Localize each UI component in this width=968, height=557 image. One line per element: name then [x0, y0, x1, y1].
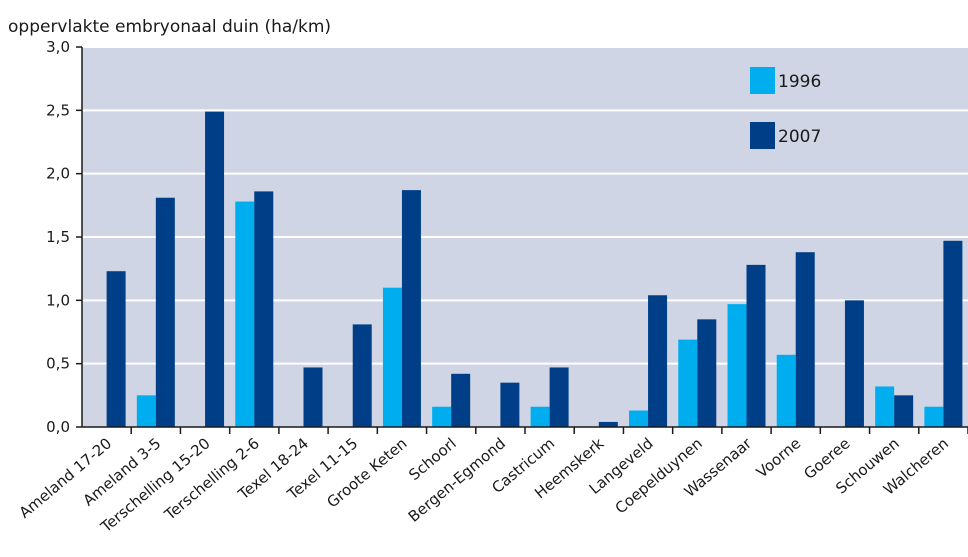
bar-2007 [500, 382, 520, 427]
legend-label: 2007 [778, 127, 821, 147]
x-tick-label: Voorne [753, 434, 804, 481]
y-tick-label: 0,5 [46, 355, 70, 373]
bar-2007 [598, 421, 618, 427]
bar-2007 [205, 111, 225, 427]
bar-2007 [401, 190, 421, 427]
bar-2007 [648, 295, 668, 427]
bar-2007 [746, 264, 766, 427]
bar-2007 [549, 367, 569, 427]
bar-1996 [629, 410, 649, 427]
bar-1996 [382, 287, 402, 427]
y-tick-label: 1,0 [46, 291, 70, 309]
bar-2007 [155, 197, 175, 427]
y-tick-label: 2,0 [46, 165, 70, 183]
bar-2007 [697, 319, 717, 427]
bar-2007 [894, 395, 914, 427]
bar-2007 [303, 367, 323, 427]
y-tick-label: 1,5 [46, 228, 70, 246]
legend-swatch [750, 122, 775, 149]
x-tick-label: Coepelduynen [612, 434, 706, 517]
bar-1996 [432, 406, 452, 427]
bar-1996 [776, 354, 796, 427]
bar-2007 [106, 271, 126, 427]
legend: 1996 2007 [750, 67, 821, 149]
y-tick-label: 3,0 [46, 38, 70, 56]
y-tick-label: 0,0 [46, 418, 70, 436]
legend-label: 1996 [778, 72, 821, 92]
bar-1996 [875, 386, 895, 427]
bar-1996 [727, 304, 747, 427]
bar-2007 [795, 252, 815, 427]
bar-2007 [352, 324, 372, 427]
bar-1996 [136, 395, 156, 427]
y-tick-label: 2,5 [46, 101, 70, 119]
bar-2007 [451, 373, 471, 427]
y-axis-label: oppervlakte embryonaal duin (ha/km) [8, 17, 331, 37]
bar-1996 [924, 406, 944, 427]
bar-2007 [943, 240, 963, 427]
bars [106, 111, 963, 427]
legend-swatch [750, 67, 775, 94]
bar-2007 [254, 191, 274, 427]
y-tick-labels: 0,0 0,5 1,0 1,5 2,0 2,5 3,0 [46, 38, 70, 436]
gridlines [82, 46, 968, 365]
bar-2007 [844, 300, 864, 427]
bar-1996 [235, 201, 255, 427]
bar-1996 [678, 339, 698, 427]
bar-1996 [530, 406, 550, 427]
axes [76, 46, 968, 434]
